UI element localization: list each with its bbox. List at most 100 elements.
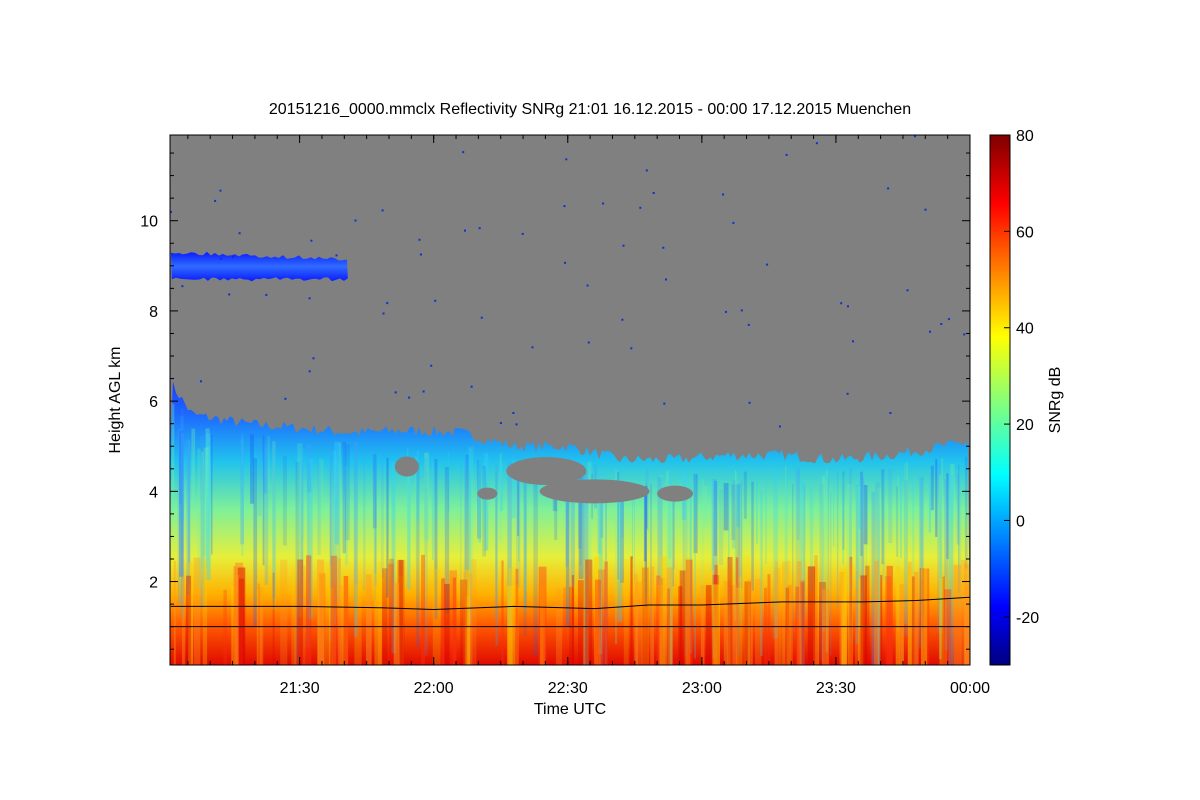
fall-streak — [599, 474, 604, 665]
noise-speckle — [662, 246, 665, 249]
surface-streak — [294, 585, 301, 665]
surface-streak — [913, 572, 919, 665]
surface-streak — [963, 563, 970, 665]
fall-streak — [693, 473, 698, 554]
fall-streak — [499, 465, 503, 512]
noise-speckle — [308, 370, 311, 373]
surface-streak — [235, 562, 244, 665]
fall-streak — [903, 463, 908, 625]
fall-streak — [197, 448, 201, 589]
surface-streak — [594, 556, 601, 665]
fall-streak — [319, 458, 324, 521]
noise-speckle — [284, 397, 287, 400]
surface-streak — [514, 584, 519, 665]
fall-streak — [644, 486, 647, 607]
surface-streak — [465, 569, 471, 665]
x-tick-label: 23:00 — [682, 680, 722, 697]
surface-streak — [658, 578, 666, 665]
fall-streak — [897, 475, 899, 631]
fall-streak — [877, 488, 881, 665]
fall-streak — [297, 443, 303, 618]
surface-streak — [727, 568, 731, 665]
fall-streak — [958, 464, 960, 594]
fall-streak — [600, 482, 604, 538]
surface-streak — [813, 567, 820, 665]
noise-speckle — [464, 229, 466, 232]
fall-streak — [381, 449, 384, 578]
cloud-gap — [539, 479, 650, 504]
surface-streak — [886, 565, 893, 665]
fall-streak — [524, 478, 527, 609]
fall-streak — [416, 463, 420, 647]
fall-streak — [300, 460, 304, 606]
fall-streak — [694, 468, 696, 659]
surface-streak — [786, 577, 792, 665]
fall-streak — [944, 479, 949, 651]
upper-cloud-layer — [170, 251, 348, 282]
fall-streak — [267, 436, 270, 489]
fall-streak — [712, 479, 717, 658]
surface-streak — [186, 575, 192, 665]
noise-speckle — [652, 192, 655, 194]
fall-streak — [882, 473, 886, 581]
fall-streak — [200, 436, 205, 609]
surface-streak — [858, 578, 864, 665]
fall-streak — [495, 465, 498, 646]
surface-streak — [507, 585, 515, 665]
surface-streak — [641, 567, 649, 665]
fall-streak — [948, 474, 954, 665]
fall-streak — [723, 483, 729, 531]
noise-speckle — [219, 257, 222, 260]
surface-streak — [939, 577, 948, 665]
fall-streak — [633, 495, 635, 582]
noise-speckle — [887, 187, 890, 190]
fall-streak — [734, 470, 737, 621]
surface-streak — [630, 556, 633, 665]
colorbar-tick-label: 60 — [1016, 224, 1034, 241]
fall-streak — [431, 462, 434, 560]
fall-streak — [836, 470, 839, 609]
fall-streak — [672, 490, 675, 587]
fall-streak — [307, 444, 312, 493]
surface-streak — [911, 576, 915, 665]
fall-streak — [495, 472, 497, 618]
fall-streak — [334, 441, 340, 545]
surface-streak — [399, 559, 403, 665]
fall-streak — [329, 447, 332, 642]
surface-streak — [389, 558, 394, 665]
colorbar-tick-label: -20 — [1016, 610, 1039, 627]
fall-streak — [272, 441, 276, 610]
surface-streak — [604, 561, 608, 665]
noise-speckle — [947, 318, 950, 321]
surface-streak — [635, 582, 643, 665]
noise-speckle — [565, 158, 568, 161]
surface-streak — [727, 557, 733, 665]
fall-streak — [578, 477, 584, 580]
noise-speckle — [940, 323, 943, 325]
fall-streak — [673, 490, 675, 570]
surface-streak — [397, 560, 405, 665]
noise-speckle — [310, 239, 313, 242]
surface-streak — [237, 567, 246, 665]
fall-streak — [447, 452, 450, 513]
fall-streak — [478, 458, 481, 543]
surface-streak — [659, 556, 667, 665]
fall-streak — [863, 485, 868, 545]
surface-streak — [578, 580, 585, 665]
surface-streak — [193, 557, 201, 665]
surface-streak — [444, 583, 450, 665]
noise-speckle — [394, 391, 397, 394]
surface-streak — [747, 579, 753, 665]
surface-streak — [942, 576, 945, 665]
fall-streak — [181, 408, 184, 556]
fall-streak — [263, 451, 267, 494]
surface-streak — [860, 575, 867, 665]
fall-streak — [344, 466, 348, 565]
fall-streak — [939, 475, 942, 612]
fall-streak — [792, 484, 794, 642]
fall-streak — [282, 456, 287, 546]
noise-speckle — [238, 232, 241, 235]
noise-speckle — [419, 253, 422, 256]
fall-streak — [668, 493, 673, 665]
surface-streak — [919, 568, 925, 665]
